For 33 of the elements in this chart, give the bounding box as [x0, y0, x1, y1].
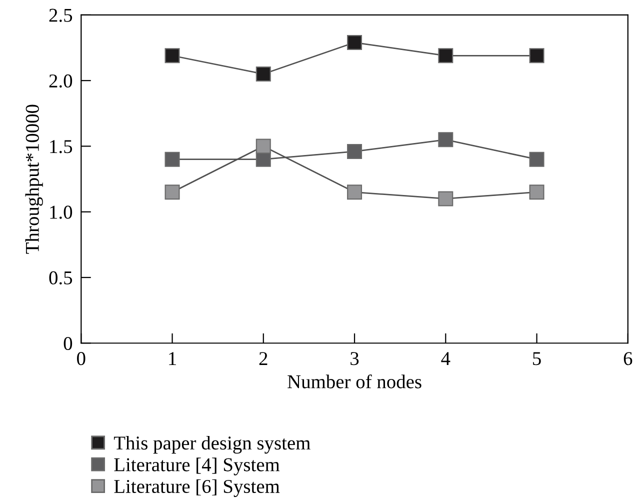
point — [347, 144, 362, 159]
x-tick-label: 5 — [533, 352, 541, 366]
y-axis-title: Throughput*10000 — [25, 104, 43, 254]
point — [164, 152, 180, 167]
y-tick-label: 2.0 — [49, 74, 72, 88]
y-tick-label: 2.5 — [49, 8, 72, 22]
y-tick-label: 1.5 — [50, 140, 72, 154]
point — [164, 48, 180, 64]
x-tick-label: 0 — [77, 352, 86, 366]
x-tick-label: 2 — [259, 352, 268, 365]
point — [438, 48, 454, 64]
point — [529, 152, 544, 167]
x-tick-label: 3 — [350, 352, 359, 366]
legend-label: Literature [6] System — [114, 479, 280, 498]
point — [164, 184, 180, 200]
point — [256, 152, 271, 167]
x-tick-label: 4 — [441, 352, 450, 365]
point — [438, 132, 454, 148]
point — [256, 66, 271, 82]
point — [347, 184, 362, 200]
point — [347, 35, 362, 50]
y-tick-label: 0.5 — [49, 271, 72, 285]
point — [529, 184, 544, 200]
point — [438, 191, 454, 206]
point — [256, 138, 271, 154]
x-axis-title: Number of nodes — [288, 374, 422, 388]
x-tick-label: 6 — [624, 352, 632, 366]
x-tick-label: 1 — [169, 352, 176, 365]
point — [529, 48, 544, 64]
legend-label: Literature [4] System — [114, 458, 280, 476]
y-tick-label: 0 — [64, 336, 72, 350]
legend-label: This paper design system — [114, 436, 310, 454]
y-tick-label: 1.0 — [50, 206, 72, 219]
